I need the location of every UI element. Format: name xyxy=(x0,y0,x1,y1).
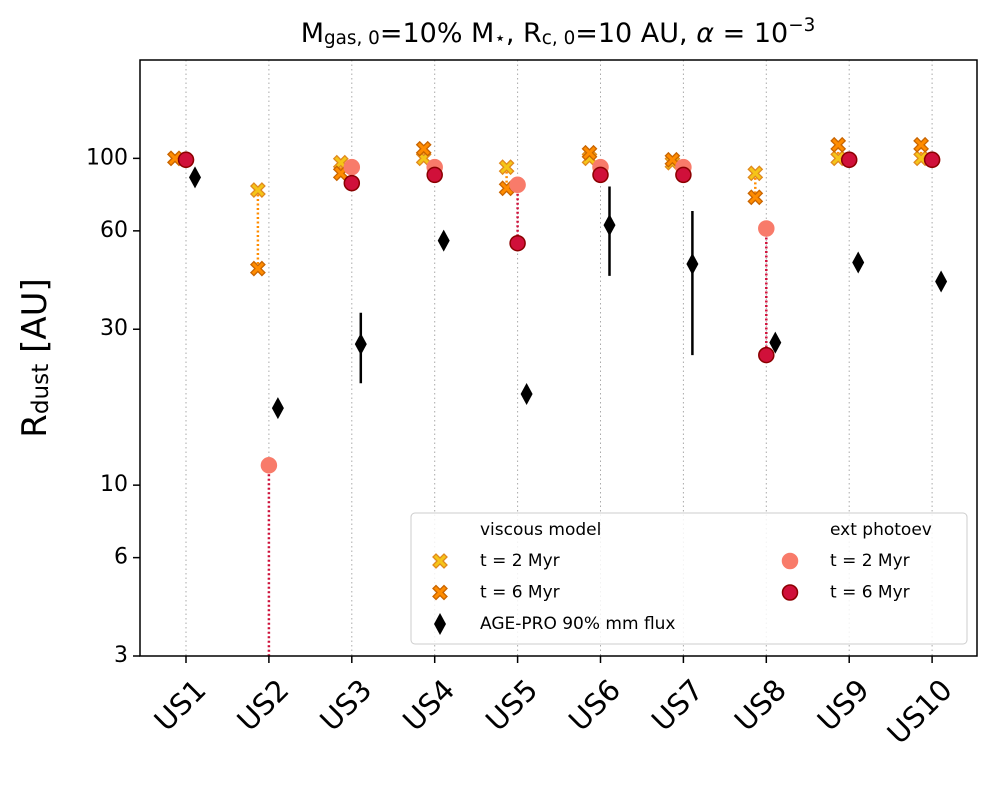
point xyxy=(177,151,195,169)
point xyxy=(249,182,266,198)
x-tick-label: US2 xyxy=(230,673,295,738)
y-tick-label: 100 xyxy=(86,145,128,170)
text-part: gas, 0 xyxy=(324,28,380,49)
point xyxy=(686,253,699,276)
point xyxy=(509,234,526,252)
point xyxy=(415,140,432,157)
text-part: =10 AU, xyxy=(575,18,696,49)
point xyxy=(189,166,201,189)
legend-label: t = 2 Myr xyxy=(830,551,910,571)
point xyxy=(747,189,764,206)
text-part: c, 0 xyxy=(542,28,575,49)
legend-marker xyxy=(781,552,799,570)
point xyxy=(249,260,266,277)
legend-label: t = 2 Myr xyxy=(480,551,560,571)
point xyxy=(354,333,367,356)
point xyxy=(769,331,782,354)
point xyxy=(852,251,865,274)
legend-marker xyxy=(434,613,446,635)
text-part: = 10 xyxy=(714,18,788,49)
legend-marker xyxy=(432,584,448,601)
chart-title: Mgas, 0=10% M⋆, Rc, 0=10 AU, α = 10−3 xyxy=(301,15,816,49)
text-part: [AU] xyxy=(15,278,55,363)
point xyxy=(603,214,616,237)
point xyxy=(498,159,515,176)
text-part: M xyxy=(301,18,324,49)
plot-area xyxy=(167,60,948,656)
text-part: ⋆ xyxy=(494,28,506,49)
point xyxy=(260,457,278,474)
plot-frame xyxy=(139,59,978,657)
point xyxy=(520,383,533,406)
y-tick-label: 10 xyxy=(100,472,128,497)
point xyxy=(758,346,775,364)
legend-marker xyxy=(781,584,799,601)
x-tick-label: US10 xyxy=(881,673,959,751)
y-tick-label: 6 xyxy=(114,545,128,570)
point xyxy=(581,144,598,161)
legend-label: AGE-PRO 90% mm flux xyxy=(480,614,675,634)
x-tick-label: US9 xyxy=(811,673,876,738)
x-tick-label: US1 xyxy=(147,673,212,738)
point xyxy=(913,136,930,153)
text-part: R xyxy=(15,414,55,438)
legend-title: ext photoev xyxy=(830,520,932,540)
text-part: α xyxy=(696,18,714,49)
x-tick-label: US5 xyxy=(479,673,544,738)
point xyxy=(830,136,847,153)
point xyxy=(426,166,443,184)
x-tick-label: US7 xyxy=(645,673,710,738)
point xyxy=(343,158,361,176)
point xyxy=(271,397,284,420)
point xyxy=(675,166,692,184)
legend-label: t = 6 Myr xyxy=(830,583,910,603)
x-tick-label: US6 xyxy=(562,673,627,738)
legend-marker xyxy=(432,553,448,569)
y-tick-label: 30 xyxy=(100,316,128,341)
text-part: dust xyxy=(28,364,54,414)
point xyxy=(935,270,948,293)
legend-title: viscous model xyxy=(480,520,601,540)
legend-label: t = 6 Myr xyxy=(480,583,560,603)
text-part: , R xyxy=(506,18,542,49)
x-tick-label: US8 xyxy=(728,673,793,738)
legend-box xyxy=(410,512,968,645)
point xyxy=(923,151,941,169)
point xyxy=(747,165,764,182)
y-axis-label: Rdust [AU] xyxy=(15,278,55,438)
y-tick-label: 60 xyxy=(100,218,128,243)
text-part: −3 xyxy=(788,15,815,36)
point xyxy=(840,151,858,169)
point xyxy=(758,220,775,237)
text-part: =10% M xyxy=(380,18,495,49)
point xyxy=(509,176,526,194)
point xyxy=(592,166,609,184)
point xyxy=(437,229,450,252)
y-tick-label: 3 xyxy=(114,643,128,668)
point xyxy=(343,174,361,192)
x-tick-label: US4 xyxy=(396,673,461,738)
x-tick-label: US3 xyxy=(313,673,378,738)
